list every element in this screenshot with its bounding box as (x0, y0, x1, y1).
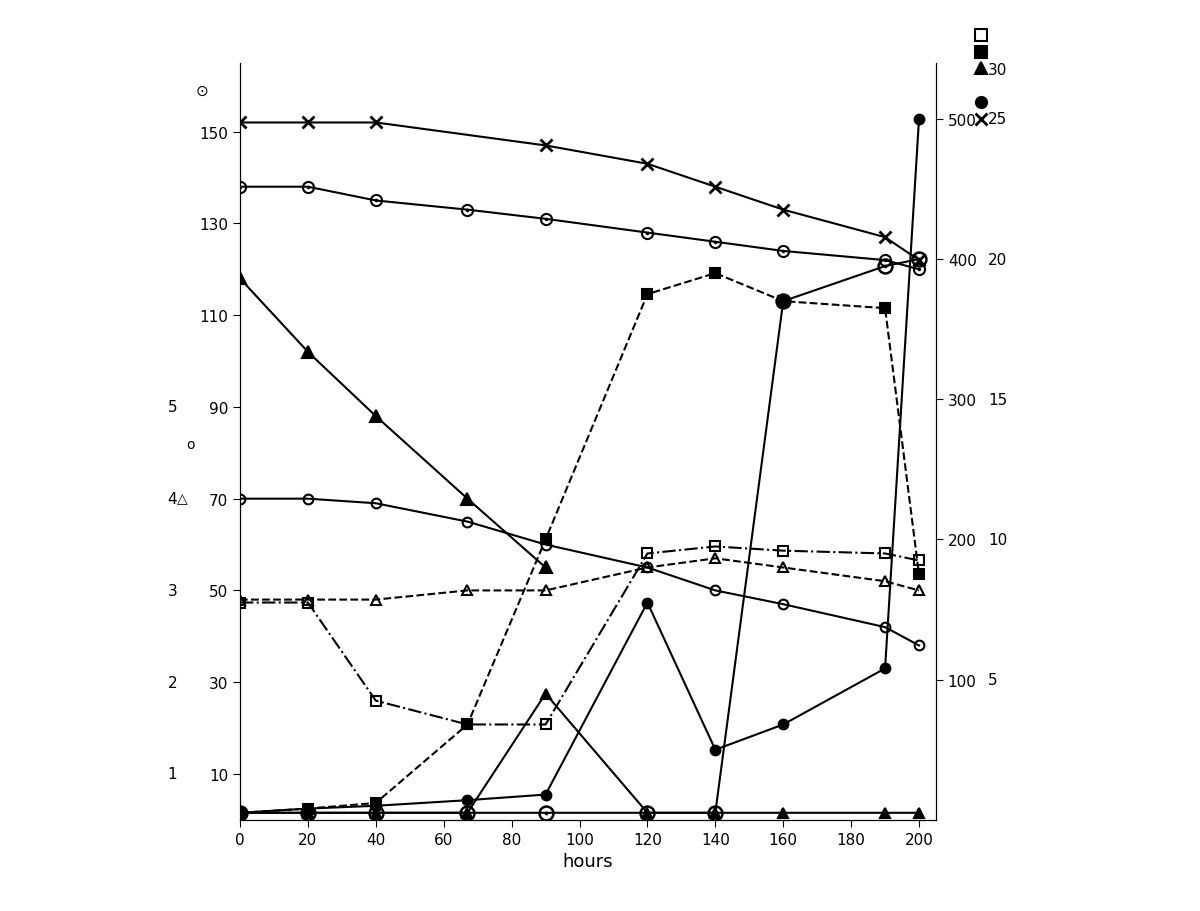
Text: △: △ (178, 492, 188, 507)
Text: 2: 2 (168, 675, 178, 690)
Text: 1: 1 (168, 766, 178, 782)
Text: ⊙: ⊙ (196, 84, 209, 98)
Text: 15: 15 (989, 393, 1008, 407)
X-axis label: hours: hours (563, 852, 613, 870)
Text: o: o (186, 437, 194, 451)
Text: 25: 25 (989, 112, 1008, 128)
Text: 5: 5 (168, 400, 178, 415)
Text: 10: 10 (989, 532, 1008, 548)
Text: 20: 20 (989, 252, 1008, 267)
Text: 5: 5 (989, 672, 998, 688)
Text: 4: 4 (168, 492, 178, 507)
Text: 3: 3 (168, 583, 178, 599)
Text: 30: 30 (989, 63, 1008, 78)
